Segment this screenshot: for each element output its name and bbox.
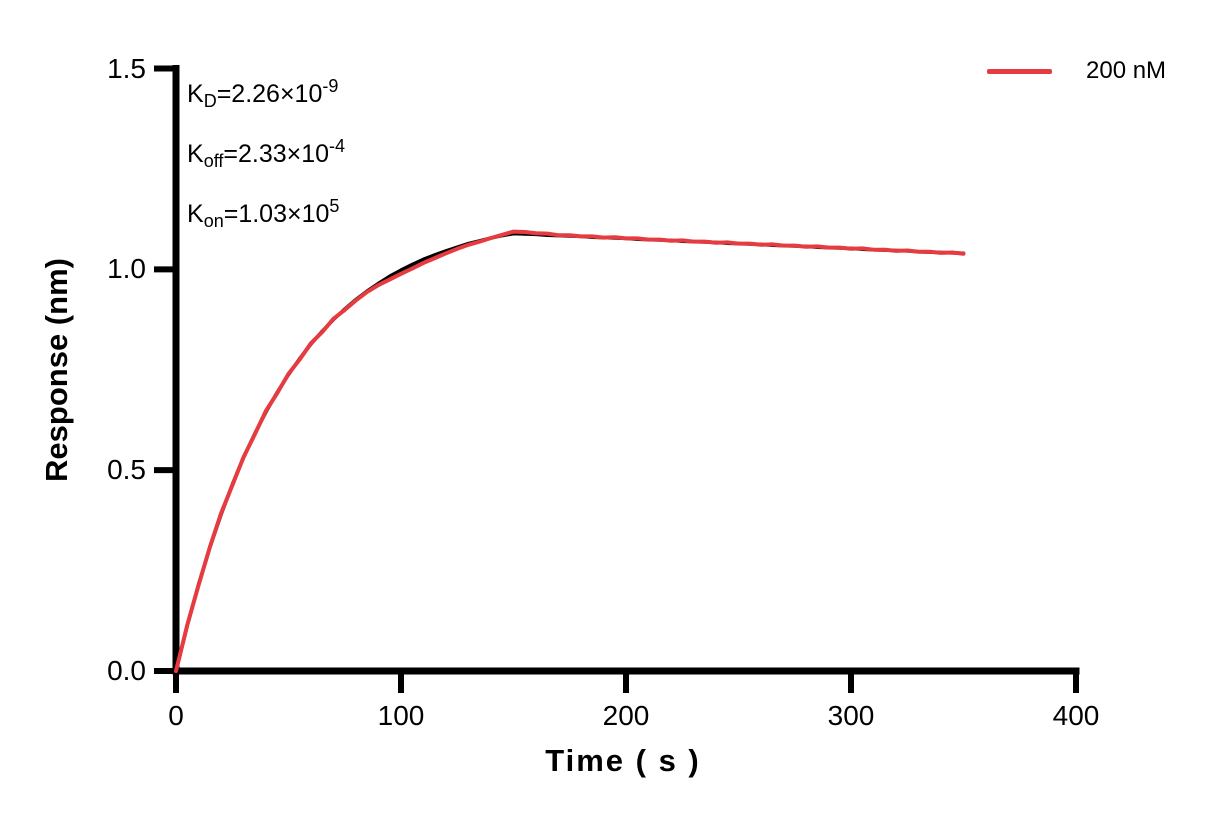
koff-subscript: off (203, 151, 224, 171)
kon-subscript: on (203, 211, 224, 231)
fit-curve (174, 231, 966, 673)
koff-symbol: K (187, 140, 204, 168)
x-tick-label-200: 200 (602, 700, 650, 731)
y-axis-title: Response (nm) (39, 258, 74, 482)
x-tick-label-0: 0 (168, 700, 184, 731)
kd-symbol: K (187, 80, 204, 108)
koff-value: =2.33×10 (223, 140, 330, 168)
kd-value: =2.26×10 (216, 80, 323, 108)
koff-exponent: -4 (329, 136, 346, 156)
kd-annotation-line: KD=2.26×10-9 (187, 64, 345, 124)
x-axis-title: Time ( s ) (545, 743, 701, 778)
y-tick-label-0.0: 0.0 (107, 655, 146, 686)
kon-value: =1.03×10 (223, 200, 330, 228)
koff-annotation-line: Koff=2.33×10-4 (187, 124, 345, 184)
kd-exponent: -9 (322, 76, 339, 96)
y-tick-label-0.5: 0.5 (107, 454, 146, 486)
y-tick-label-1.5: 1.5 (107, 52, 146, 84)
kd-subscript: D (203, 91, 217, 111)
kon-annotation-line: Kon=1.03×105 (187, 184, 345, 244)
kon-symbol: K (187, 200, 204, 228)
measured-curve (174, 229, 966, 673)
legend-line-swatch (987, 69, 1052, 74)
kinetics-annotation: KD=2.26×10-9 Koff=2.33×10-4 Kon=1.03×105 (187, 64, 345, 244)
legend-label: 200 nM (1086, 57, 1167, 84)
kon-exponent: 5 (329, 196, 340, 216)
x-tick-label-400: 400 (1052, 700, 1100, 731)
y-tick-label-1.0: 1.0 (107, 253, 146, 285)
x-tick-label-100: 100 (377, 700, 425, 731)
x-tick-label-300: 300 (827, 700, 875, 731)
